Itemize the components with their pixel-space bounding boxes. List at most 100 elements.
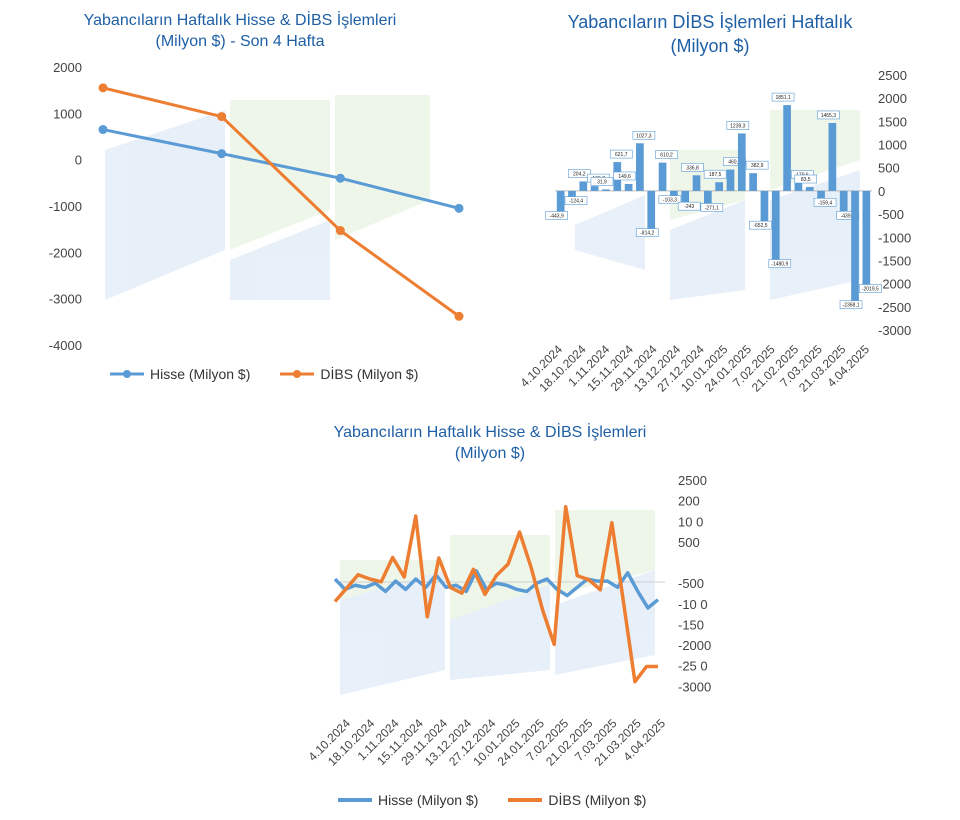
bar [703,190,712,204]
y-tick-label: 1500 [878,114,907,129]
chart1-legend: Hisse (Milyon $) DİBS (Milyon $) [110,366,418,382]
data-label: 336,8 [686,165,699,171]
data-label: -2019,5 [862,287,879,293]
series-line-1 [333,505,659,684]
data-label: 382,9 [751,163,764,169]
data-label: -439,5 [841,213,855,219]
y-tick-label: -10 0 [678,597,708,612]
chart1-title-line2: (Milyon $) - Son 4 Hafta [155,33,325,50]
data-label: -159,4 [818,200,832,206]
legend-item-hisse: Hisse (Milyon $) [338,792,478,808]
data-label-box [703,169,727,179]
chart2-plot: 25002000150010005000-500-1000-1500-2000-… [517,68,911,395]
legend-item-dibs: DİBS (Milyon $) [508,792,646,808]
bar [726,169,735,191]
bar [692,175,701,191]
bar [636,143,644,191]
chart2-title-line1: Yabancıların DİBS İşlemleri Haftalık [567,12,853,32]
data-label-box [545,211,568,220]
data-label-box [839,300,863,310]
y-tick-label: -1000 [49,199,82,214]
data-label: 1465,3 [821,113,837,119]
data-label-box [632,130,656,140]
chart3-title-line2: (Milyon $) [454,445,526,462]
chart3-legend: Hisse (Milyon $) DİBS (Milyon $) [338,792,646,808]
series-line-1 [102,86,460,318]
data-label: -652,5 [753,223,767,229]
data-label-box [564,196,588,205]
data-point [335,173,345,183]
y-tick-label: -4000 [49,338,82,353]
chart1-title: Yabancıların Haftalık Hisse & DİBS İşlem… [40,10,440,52]
y-tick-label: 0 [878,184,885,199]
legend-label-hisse: Hisse (Milyon $) [378,792,479,808]
data-label: -1480,9 [771,262,788,268]
y-tick-label: -1500 [878,253,911,268]
y-tick-label: -25 0 [678,659,708,674]
legend-marker-hisse [110,370,144,378]
data-label-box [749,220,772,230]
series-line-0 [102,128,460,210]
chart-dibs-haftalik: Yabancıların DİBS İşlemleri Haftalık (Mi… [480,0,960,410]
data-label: 187,5 [709,172,722,178]
data-label-box [590,177,614,186]
bar [681,190,690,203]
y-tick-label: 0 [75,153,82,168]
data-point [217,112,227,122]
data-point [454,311,464,321]
chart2-title: Yabancıların DİBS İşlemleri Haftalık (Mi… [510,10,910,58]
bar [805,187,814,191]
bar [556,190,565,212]
bar [715,182,724,191]
bar [771,190,780,260]
y-tick-label: 200 [678,494,700,509]
y-tick-label: 10 0 [678,514,703,529]
data-label-box [568,169,591,178]
data-label: -271,1 [705,205,719,211]
y-tick-label: -150 [678,617,704,632]
bar [839,190,848,212]
y-tick-label: -3000 [678,679,711,694]
data-label: -814,2 [640,231,654,237]
data-label: -443,9 [550,213,564,219]
bar [568,190,576,197]
legend-marker-dibs [280,370,315,378]
data-point [335,226,345,236]
data-label-box [817,110,840,120]
y-tick-label: 2500 [678,473,707,488]
data-point [98,83,108,93]
data-label: -103,3 [663,198,677,204]
data-label: -2368,1 [843,303,860,309]
series-line-0 [333,569,660,610]
y-tick-label: 500 [678,535,700,550]
bar [579,181,588,191]
data-point [98,125,108,135]
data-point [217,149,227,159]
y-tick-label: -2000 [678,638,711,653]
bar [737,133,746,191]
bar [760,190,769,222]
y-tick-label: -2000 [878,277,911,292]
legend-label-dibs: DİBS (Milyon $) [548,792,647,808]
data-label: 621,7 [615,152,628,158]
data-label-box [813,197,837,207]
y-tick-label: 2000 [53,60,82,75]
data-label-box [859,284,882,293]
bar [670,190,678,196]
legend-label-hisse: Hisse (Milyon $) [150,366,251,382]
data-label-box [681,162,704,172]
bar [658,162,667,191]
legend-marker-dibs [508,798,543,802]
bar [851,190,859,301]
y-tick-label: 1000 [878,138,907,153]
legend-item-hisse: Hisse (Milyon $) [110,366,250,382]
data-label-box [609,149,633,159]
legend-marker-hisse [338,798,372,802]
data-label-box [635,228,659,237]
data-label: 1851,1 [775,95,791,101]
y-tick-label: 2000 [878,91,907,106]
y-tick-label: 1000 [53,106,82,121]
bar [783,105,791,191]
data-label-box [677,201,701,211]
data-label: 149,6 [618,174,631,180]
